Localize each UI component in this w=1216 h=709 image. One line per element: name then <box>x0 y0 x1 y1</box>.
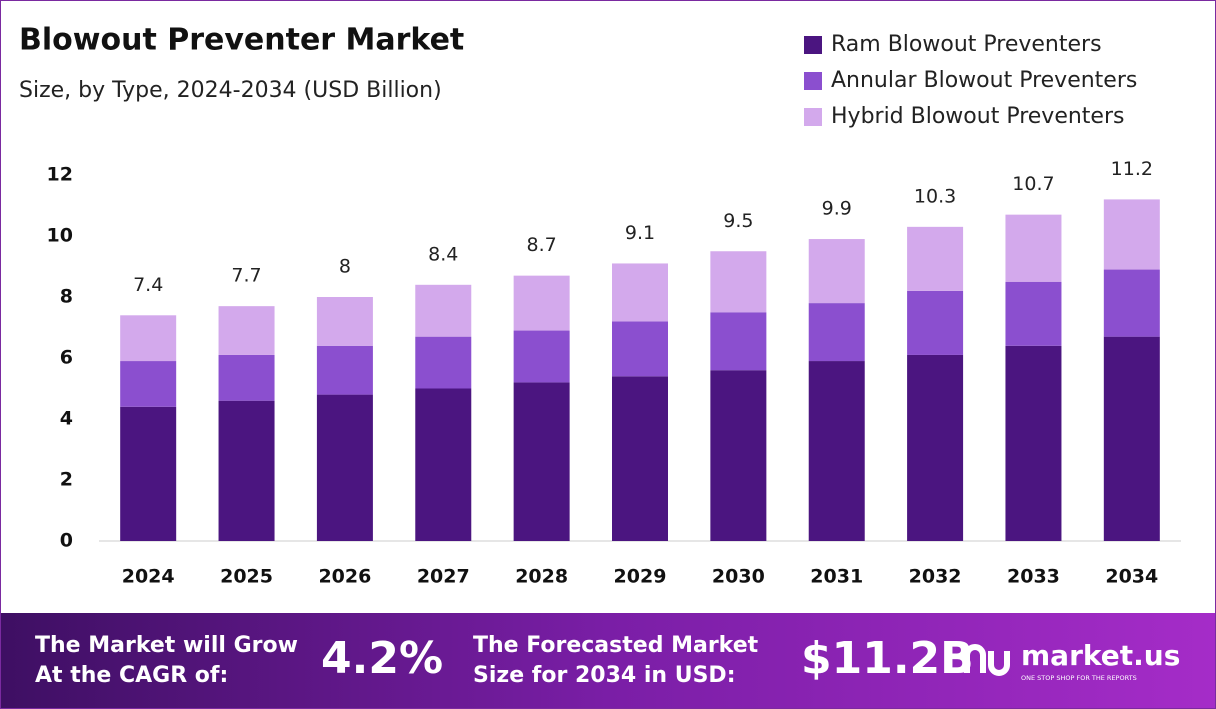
bar-segment <box>710 370 767 541</box>
bar-segment <box>120 361 177 407</box>
x-tick-label: 2027 <box>417 566 470 588</box>
legend-swatch <box>804 72 822 90</box>
y-tick-label: 8 <box>60 286 73 308</box>
footer-value: $11.2B <box>801 633 974 684</box>
total-label: 8.4 <box>428 243 458 265</box>
footer-text: At the CAGR of: <box>35 663 228 688</box>
x-tick-label: 2029 <box>614 566 667 588</box>
tagline: ONE STOP SHOP FOR THE REPORTS <box>1021 674 1137 682</box>
bar-segment <box>808 239 865 304</box>
legend-swatch <box>804 36 822 54</box>
total-label: 9.9 <box>822 198 852 220</box>
bar-segment <box>612 376 668 541</box>
bar-segment <box>1005 345 1062 541</box>
bar-segment <box>1103 269 1160 337</box>
total-label: 7.4 <box>133 274 163 296</box>
total-label: 8.7 <box>527 234 557 256</box>
footer-value: 4.2% <box>321 633 443 684</box>
x-tick-label: 2031 <box>810 566 863 588</box>
footer-text: Size for 2034 in USD: <box>473 663 736 688</box>
bar-segment <box>513 330 570 383</box>
bar-segment <box>218 306 275 355</box>
brand-logo <box>964 644 1010 676</box>
x-tick-label: 2026 <box>318 566 371 588</box>
total-label: 7.7 <box>231 265 261 287</box>
bar-segment <box>120 406 177 541</box>
chart-title: Blowout Preventer Market <box>19 23 464 58</box>
bar-segment <box>907 226 964 291</box>
total-label: 9.5 <box>723 210 753 232</box>
x-tick-label: 2034 <box>1105 566 1158 588</box>
footer-band <box>1 613 1215 708</box>
bar-segment <box>907 354 964 541</box>
legend-label: Ram Blowout Preventers <box>831 32 1102 57</box>
bar-segment <box>808 303 865 362</box>
total-label: 10.3 <box>914 185 956 207</box>
bar-segment <box>316 297 373 346</box>
brand: market.us <box>1021 639 1180 672</box>
bar-segment <box>710 251 767 313</box>
bar-segment <box>907 290 964 355</box>
y-tick-label: 12 <box>47 164 73 186</box>
bar-segment <box>1005 214 1062 282</box>
legend-label: Annular Blowout Preventers <box>831 68 1137 93</box>
x-tick-label: 2032 <box>909 566 962 588</box>
bar-segment <box>710 312 767 371</box>
footer-text: The Market will Grow <box>35 633 298 658</box>
footer: The Market will Grow At the CAGR of: 4.2… <box>35 633 1180 688</box>
total-label: 9.1 <box>625 222 655 244</box>
x-tick-label: 2025 <box>220 566 273 588</box>
y-tick-label: 10 <box>47 225 73 247</box>
x-tick-label: 2024 <box>122 566 175 588</box>
bar-segment <box>808 361 865 541</box>
x-tick-label: 2030 <box>712 566 765 588</box>
x-tick-label: 2028 <box>515 566 568 588</box>
bar-segment <box>612 321 668 377</box>
y-tick-label: 2 <box>60 469 73 491</box>
y-tick-label: 4 <box>60 408 73 430</box>
bar-segment <box>415 336 472 389</box>
total-label: 10.7 <box>1012 173 1054 195</box>
bar-segment <box>316 345 373 395</box>
bar-segment <box>120 315 177 362</box>
legend-label: Hybrid Blowout Preventers <box>831 104 1124 129</box>
y-tick-label: 0 <box>60 530 73 552</box>
bar-segment <box>1005 281 1062 346</box>
bar-segment <box>415 284 472 337</box>
footer-text: The Forecasted Market <box>473 633 759 658</box>
bar-segment <box>218 400 275 541</box>
legend-swatch <box>804 108 822 126</box>
bar-segment <box>612 263 668 322</box>
bar-segment <box>415 388 472 541</box>
y-tick-label: 6 <box>60 347 73 369</box>
bar-segment <box>513 275 570 331</box>
bar-segment <box>1103 336 1160 541</box>
bar-segment <box>1103 199 1160 270</box>
bar-segment <box>218 354 275 401</box>
total-label: 11.2 <box>1111 158 1153 180</box>
x-tick-label: 2033 <box>1007 566 1060 588</box>
chart-subtitle: Size, by Type, 2024-2034 (USD Billion) <box>19 78 442 103</box>
bar-segment <box>513 382 570 541</box>
bar-segment <box>316 394 373 541</box>
total-label: 8 <box>339 256 351 278</box>
